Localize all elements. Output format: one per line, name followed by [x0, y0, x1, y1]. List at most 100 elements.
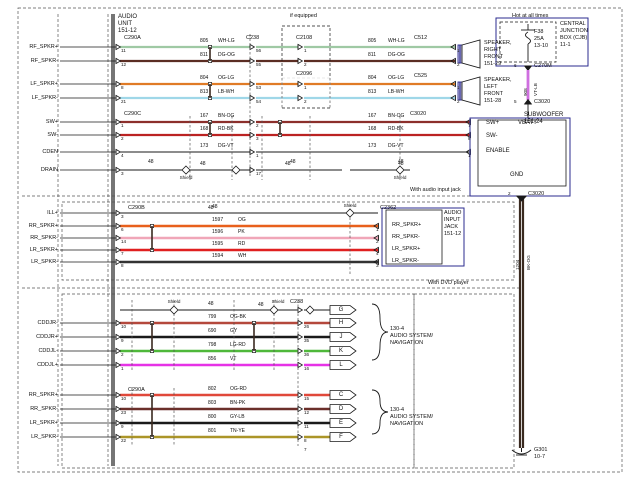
- pin-c270m: [523, 65, 533, 72]
- pin-c238: [249, 166, 256, 174]
- connector-tag-label: J: [339, 334, 343, 340]
- pin-number-left: 12: [121, 62, 127, 67]
- pin-audio-unit: [115, 118, 122, 126]
- nav-lower-ref: 130-4: [390, 407, 405, 413]
- pin-number-left: 8: [121, 85, 124, 90]
- pin-c238-dvd: [297, 433, 304, 441]
- pin-number-c2362: 4: [376, 251, 379, 256]
- audio-unit-l2: UNIT: [118, 21, 132, 27]
- signal-label-LR_SPKR-: LR_SPKR-: [31, 434, 58, 440]
- connector-c290a-bottom-label: C290A: [128, 387, 145, 393]
- pin-c238-dvd: [297, 391, 304, 399]
- nav-upper-l1: AUDIO SYSTEM/: [390, 333, 434, 339]
- wire-number: 1597: [212, 217, 224, 223]
- pin-number-left: 7: [121, 251, 124, 256]
- pin-c290: [115, 391, 122, 399]
- connector-c3020-sub-label: C3020: [410, 111, 427, 117]
- pin-c238: [249, 131, 256, 139]
- pin-c2108: [297, 57, 304, 65]
- pin-number-speaker: 2: [457, 62, 460, 67]
- pin-c290: [115, 319, 122, 327]
- pin-number-left: 9: [121, 338, 124, 343]
- signal-label-CDDJL-: CDDJL-: [38, 348, 58, 354]
- connector-c2108-label: C2108: [296, 35, 313, 41]
- signal-label-LF_SPKR+: LF_SPKR+: [30, 81, 58, 87]
- jack-l2: INPUT: [444, 217, 461, 223]
- wire-number-2: 811: [368, 52, 376, 58]
- wire-number: 690: [208, 328, 217, 334]
- signal-label-SW+: SW+: [45, 119, 58, 125]
- ground-ref: 10-7: [534, 454, 546, 460]
- wire-color-2: OG-LG: [388, 75, 405, 81]
- wire-number-2: 813: [368, 89, 377, 95]
- ground-wire-number: 1204: [515, 259, 520, 270]
- signal-label-LF_SPKR-: LF_SPKR-: [31, 95, 58, 101]
- signal-label-DRAIN: DRAIN: [40, 167, 58, 173]
- pin-number-c270m: 6: [514, 63, 517, 68]
- wire-number: 811: [200, 52, 208, 58]
- pin-c290b: [115, 234, 122, 242]
- connector-c3020-gnd-label: C3020: [528, 191, 545, 197]
- pin-number-left: 4: [121, 153, 124, 158]
- jack-l1: AUDIO: [444, 210, 462, 216]
- shield-48-jack: 48: [208, 205, 214, 211]
- cjb-l1: CENTRAL: [560, 21, 586, 27]
- connector-tag-label: H: [338, 320, 344, 326]
- speaker-rf-l1: SPEAKER,: [484, 40, 512, 46]
- pin-c238: [249, 94, 256, 102]
- shield-diamond-dvd2: [269, 305, 279, 315]
- wire-number-2: 168: [368, 126, 377, 132]
- connector-tag-label: F: [339, 434, 343, 440]
- wire-number: 168: [200, 126, 209, 132]
- pin-c238-dvd: [297, 333, 304, 341]
- wire-color: OG-LG: [218, 75, 235, 81]
- ground-wire-color: BK-OG: [526, 255, 531, 270]
- connector-tag: [329, 360, 357, 370]
- wire-number: 167: [200, 113, 209, 119]
- wire-number: 800: [208, 414, 217, 420]
- speaker-rf-l3: FRONT: [484, 54, 503, 60]
- wire-color: LB-WH: [218, 89, 235, 95]
- pin-number-c238: 56: [256, 48, 262, 53]
- pin-number-c2108: 2: [304, 62, 307, 67]
- pin-number-c2362: 2: [376, 239, 379, 244]
- wire-color: WH-LG: [218, 38, 235, 44]
- subwoofer-pin-swminus: SW-: [486, 133, 498, 139]
- fuse-dash-box: [499, 21, 557, 63]
- pin-audio-unit: [115, 94, 122, 102]
- connector-c512-label: C512: [414, 35, 428, 41]
- wire-number: 173: [200, 143, 209, 149]
- pin-number-c238: 3: [256, 136, 259, 141]
- wire-number: 803: [208, 400, 217, 406]
- pin-c2108: [297, 80, 304, 88]
- pin-c238: [249, 80, 256, 88]
- speaker-left-front-cone: [461, 76, 481, 106]
- connector-tag: [329, 318, 357, 328]
- shield-label-1: Shield: [179, 175, 193, 180]
- pin-c2108: [297, 43, 304, 51]
- pin-c290: [115, 347, 122, 355]
- pin-number-c238-extra: 7: [304, 447, 307, 452]
- signal-label-RR_SPKR+: RR_SPKR+: [28, 392, 58, 398]
- pin-number-left: 2: [121, 352, 124, 357]
- pin-number-c238-dvd: 36: [304, 352, 310, 357]
- connector-tag-label: E: [338, 420, 343, 426]
- wire-number: 1595: [212, 241, 224, 247]
- connector-tag-label: D: [338, 406, 344, 412]
- pin-number-c2362: 3: [376, 263, 379, 268]
- pin-c3020-pwr: [523, 98, 533, 105]
- wire-color: DG-VT: [218, 143, 234, 149]
- wire-color: GY: [230, 328, 238, 334]
- pin-number-c238-dvd: 16: [304, 366, 310, 371]
- pin-number-left: 10: [121, 324, 127, 329]
- connector-c290b-label: C290B: [128, 205, 145, 211]
- wire-color: PK: [238, 229, 245, 235]
- pin-c238-dvd: [297, 419, 304, 427]
- hot-at-all-times-label: Hot at all times: [512, 13, 549, 19]
- wire-number: 48: [212, 204, 218, 210]
- signal-label-LR_SPKR-: LR_SPKR-: [31, 259, 58, 265]
- speaker-rf-l2: RIGHT: [484, 47, 502, 53]
- signal-label-RR_SPKR-: RR_SPKR-: [30, 406, 58, 412]
- wire-color: OG-RD: [230, 386, 247, 392]
- pin-number-c238-dvd: 8: [304, 438, 307, 443]
